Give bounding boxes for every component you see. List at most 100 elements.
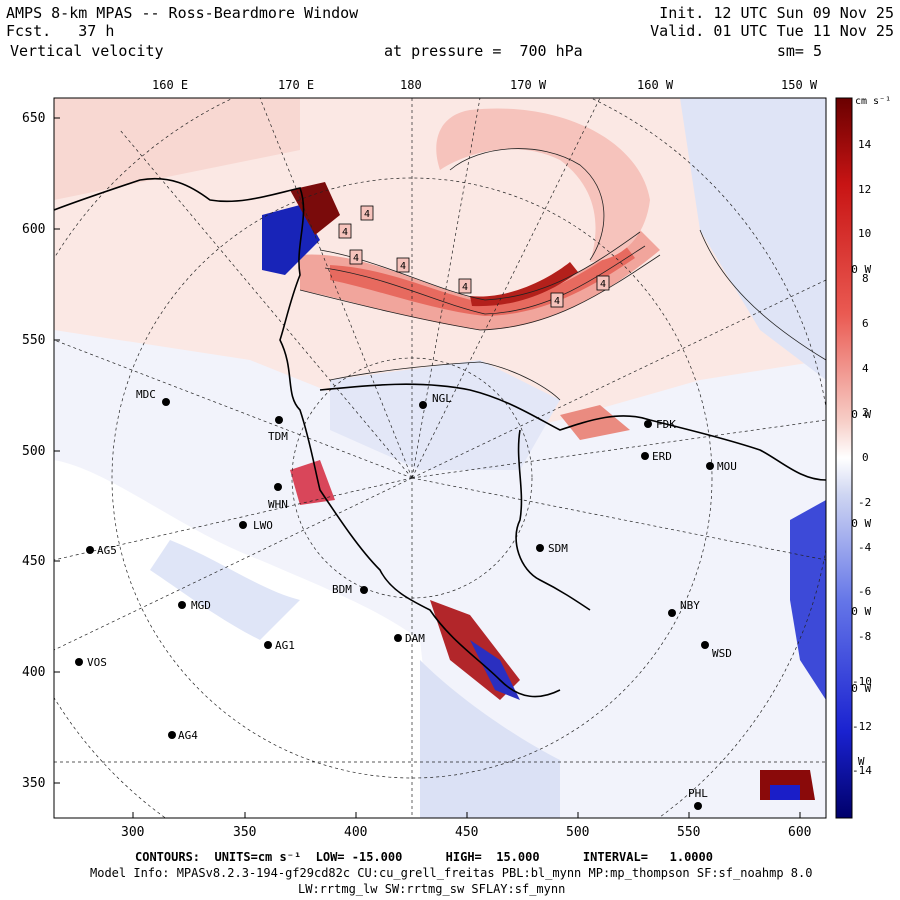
station-whn[interactable]: WHN [268, 483, 288, 511]
strong-descent-southeast [770, 785, 800, 800]
ascent-band-outer [300, 230, 660, 330]
pressure-level: at pressure = 700 hPa [384, 42, 583, 60]
contour-line [699, 229, 826, 361]
station-label: MGD [191, 599, 211, 612]
x-tick-label: 450 [455, 825, 478, 840]
station-sdm[interactable]: SDM [536, 542, 568, 555]
y-tick-label: 650 [22, 111, 45, 126]
station-fdk[interactable]: FDK [644, 418, 676, 431]
descent-blue-sw [150, 540, 300, 640]
x-tick-label: 600 [788, 825, 811, 840]
station-label: AG5 [97, 544, 117, 557]
parallel-circle [111, 177, 713, 779]
station-bdm[interactable]: BDM [332, 583, 368, 596]
valid-time: Valid. 01 UTC Tue 11 Nov 25 [650, 22, 894, 40]
station-nby[interactable]: NBY [668, 599, 700, 617]
colorbar: cm s⁻¹ 14 12 10 8 6 4 2 0 -2 -4 -6 -8 -1… [835, 96, 891, 819]
station-label: WHN [268, 498, 288, 511]
smoothing: sm= 5 [776, 42, 822, 60]
station-phl[interactable]: PHL [688, 787, 708, 810]
contour-line [324, 245, 646, 315]
colorbar-label: 10 [858, 227, 871, 240]
station-dot [536, 544, 544, 552]
station-dot [644, 420, 652, 428]
contour-label: 4 [396, 257, 410, 273]
meridian-line [119, 129, 413, 479]
station-label: FDK [656, 418, 676, 431]
colorbar-unit: cm s⁻¹ [855, 96, 891, 107]
colorbar-label: 8 [862, 272, 869, 285]
colorbar-label: -14 [852, 764, 872, 777]
y-tick-label: 400 [22, 665, 45, 680]
strong-descent-coast-south [470, 640, 520, 700]
forecast-hour: Fcst. 37 h [6, 22, 114, 40]
y-tick-label: 550 [22, 333, 45, 348]
meridian-line [411, 279, 826, 479]
station-dot [274, 483, 282, 491]
station-dot [419, 401, 427, 409]
contour-info: CONTOURS: UNITS=cm s⁻¹ LOW= -15.000 HIGH… [135, 850, 713, 864]
station-mgd[interactable]: MGD [178, 599, 211, 612]
station-erd[interactable]: ERD [641, 450, 672, 463]
station-ag5[interactable]: AG5 [86, 544, 117, 557]
station-dot [694, 802, 702, 810]
station-markers: MDC TDM WHN LWO AG5 MGD AG1 VOS AG4 NGL … [75, 388, 737, 810]
station-mou[interactable]: MOU [706, 460, 737, 473]
station-lwo[interactable]: LWO [239, 519, 273, 532]
weak-descent-east [680, 98, 826, 380]
y-tick-label: 450 [22, 554, 45, 569]
colorbar-label: -12 [852, 720, 872, 733]
station-label: VOS [87, 656, 107, 669]
station-ag1[interactable]: AG1 [264, 639, 295, 652]
station-dot [701, 641, 709, 649]
station-dot [75, 658, 83, 666]
colorbar-label: 0 [862, 451, 869, 464]
station-mdc[interactable]: MDC [136, 388, 170, 406]
station-dot [706, 462, 714, 470]
x-tick-label: 300 [121, 825, 144, 840]
contour-labels: 4 4 4 4 4 4 4 [338, 205, 610, 308]
ross-ice-shelf-front[interactable] [319, 383, 826, 481]
station-vos[interactable]: VOS [75, 656, 107, 669]
plot-frame [53, 97, 827, 819]
station-ngl[interactable]: NGL [419, 392, 452, 409]
colorbar-label: -8 [858, 630, 871, 643]
station-dot [162, 398, 170, 406]
ascent-band-core [470, 262, 578, 307]
contour-label: 4 [338, 223, 352, 239]
meridian-line [411, 98, 601, 479]
coastline-transantarctic[interactable] [54, 177, 561, 698]
station-label: DAM [405, 632, 425, 645]
init-time: Init. 12 UTC Sun 09 Nov 25 [659, 4, 894, 22]
ascent-swirl-north [436, 108, 650, 262]
station-dam[interactable]: DAM [394, 632, 425, 645]
ascent-fdk [560, 405, 630, 440]
grounding-line[interactable] [515, 429, 591, 611]
colorbar-label: 14 [858, 138, 872, 151]
descent-south [420, 660, 560, 818]
radiation-info: LW:rrtmg_lw SW:rrtmg_sw SFLAY:sf_mynn [298, 882, 566, 896]
lon-label: 150 W [781, 78, 818, 92]
svg-text:4: 4 [462, 282, 468, 293]
contour-label: 4 [458, 278, 472, 294]
station-tdm[interactable]: TDM [268, 416, 288, 443]
station-label: ERD [652, 450, 672, 463]
station-label: LWO [253, 519, 273, 532]
contour-label: 4 [596, 275, 610, 291]
station-label: BDM [332, 583, 352, 596]
station-ag4[interactable]: AG4 [168, 729, 198, 742]
top-longitude-labels: 160 E 170 E 180 170 W 160 W 150 W [152, 78, 818, 92]
contour-label: 4 [360, 205, 374, 221]
station-wsd[interactable]: WSD [701, 641, 732, 660]
contour-line [449, 148, 605, 261]
meridian-line [411, 419, 826, 479]
svg-text:4: 4 [353, 253, 359, 264]
model-info: Model Info: MPASv8.2.3-194-gf29cd82c CU:… [90, 866, 813, 880]
station-dot [394, 634, 402, 642]
strong-descent-east-edge [790, 500, 826, 700]
lon-label: 160 E [152, 78, 188, 92]
colorbar-label: 4 [862, 362, 869, 375]
field-name: Vertical velocity [10, 42, 164, 60]
no-data-region [54, 460, 440, 818]
